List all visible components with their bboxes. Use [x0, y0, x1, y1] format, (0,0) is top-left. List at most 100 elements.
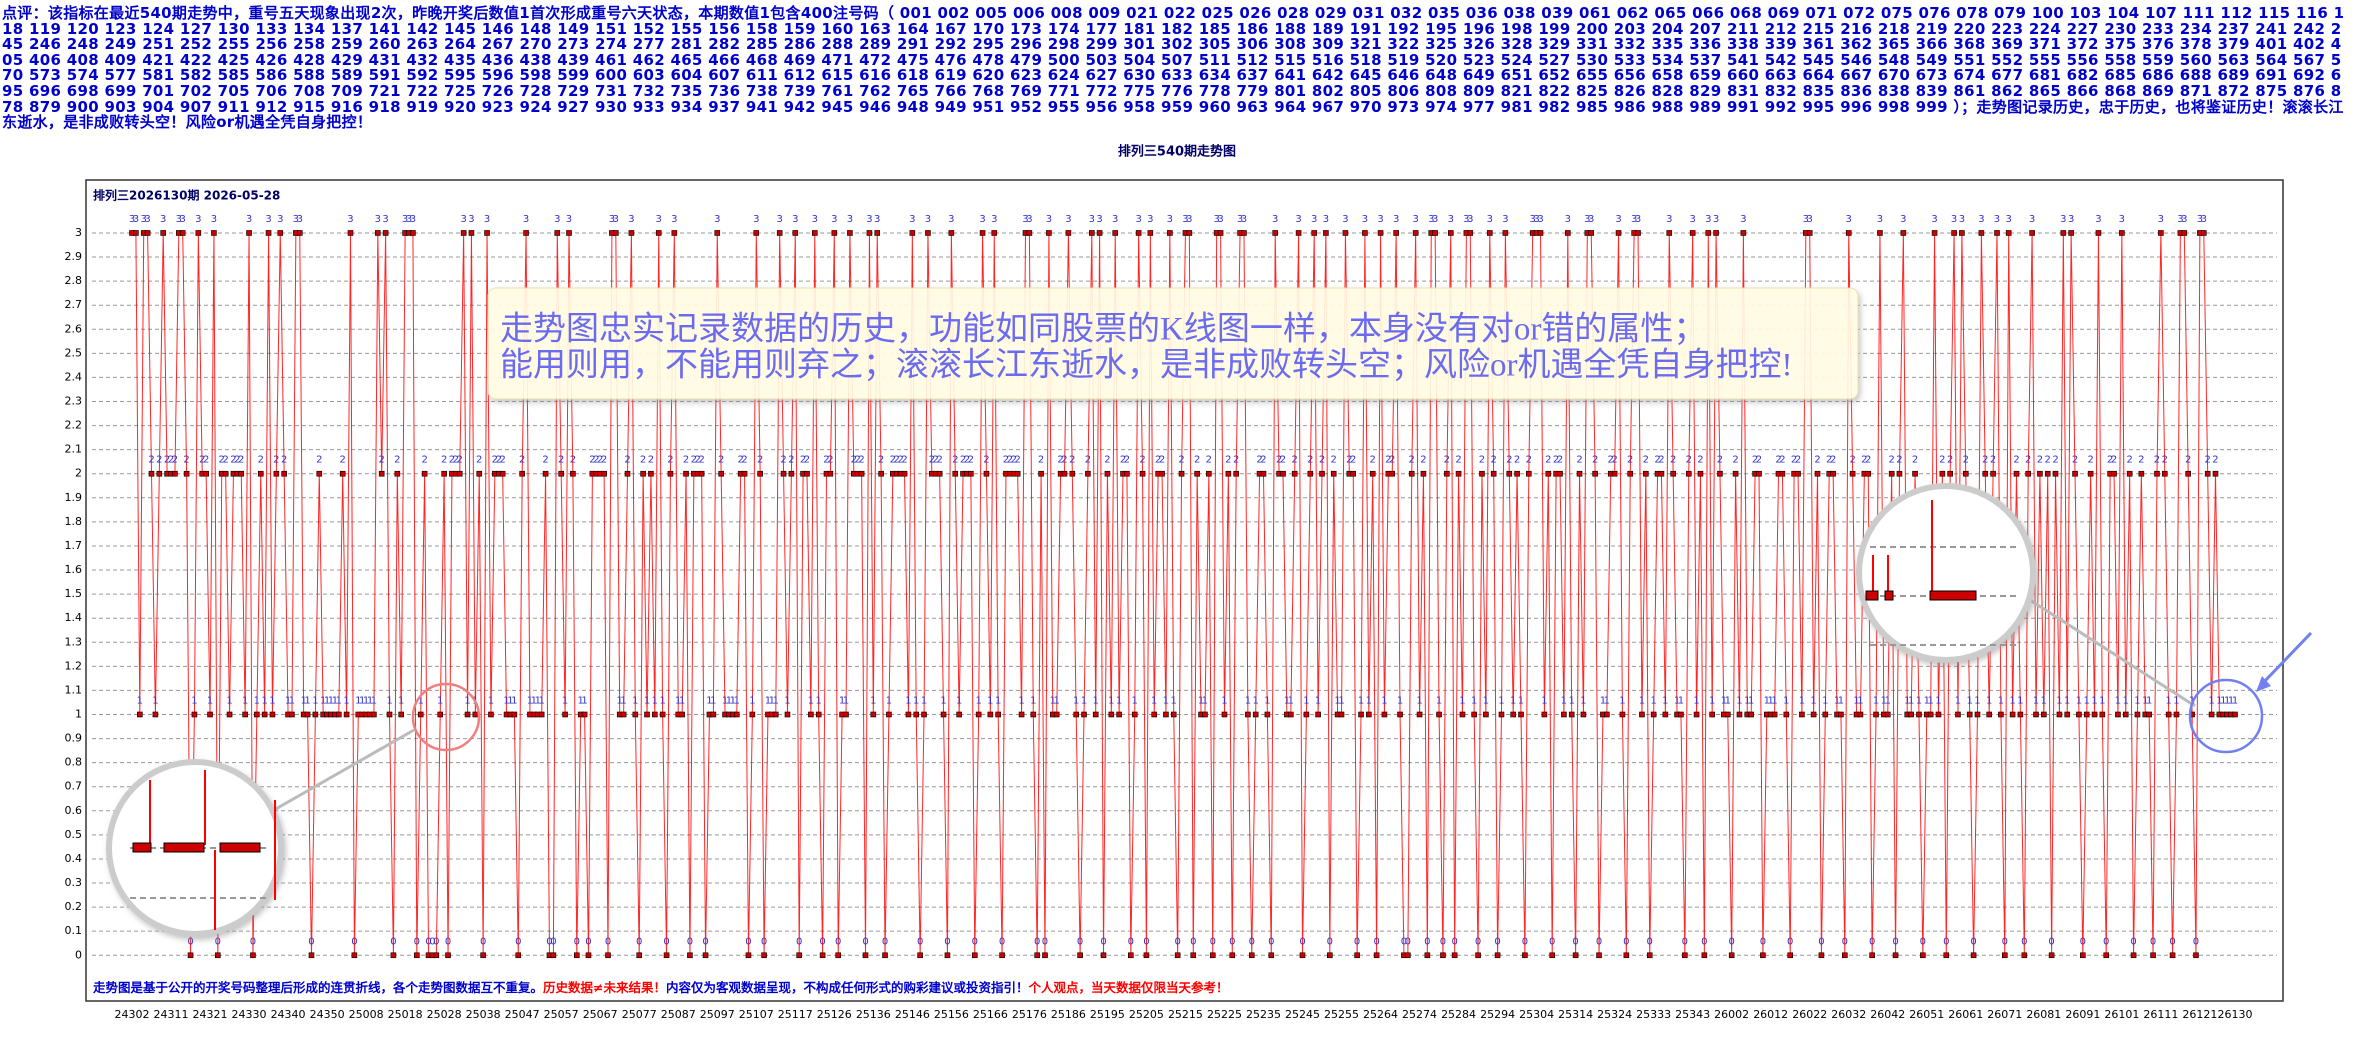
point-marker [187, 952, 194, 959]
data-label: 0 [819, 936, 825, 947]
point-marker [702, 952, 709, 959]
data-label: 1 [706, 695, 712, 706]
point-marker [254, 711, 260, 718]
data-label: 1 [269, 695, 275, 706]
footnote-part: 个人观点，当天数据仅限当天参考！ [1028, 980, 1229, 995]
point-marker [1143, 952, 1150, 959]
data-label: 1 [1288, 695, 1294, 706]
data-label: 1 [1471, 695, 1477, 706]
data-label: 1 [1810, 695, 1816, 706]
point-marker [624, 470, 631, 477]
data-label: 1 [1604, 695, 1610, 706]
point-marker [1561, 711, 1567, 718]
data-label: 1 [1908, 695, 1914, 706]
point-marker [1814, 470, 1821, 477]
point-marker [1483, 711, 1489, 718]
data-label: 0 [515, 936, 521, 947]
point-marker [1931, 230, 1938, 236]
data-label: 3 [1362, 214, 1368, 225]
point-marker [757, 470, 763, 477]
data-label: 1 [722, 695, 728, 706]
data-label: 2 [2111, 455, 2117, 466]
point-marker [1678, 711, 1684, 718]
x-tick-label: 25067 [583, 1008, 618, 1021]
point-marker [281, 470, 287, 477]
x-tick-label: 26091 [2065, 1008, 2100, 1021]
point-marker [1912, 470, 1918, 477]
data-label: 2 [1814, 455, 1820, 466]
point-marker [1795, 470, 1801, 477]
data-label: 0 [1424, 936, 1430, 947]
point-marker [1096, 230, 1103, 236]
point-marker [1178, 470, 1185, 477]
data-label: 2 [570, 455, 576, 466]
y-tick-label: 0.3 [65, 876, 83, 889]
point-marker [741, 470, 748, 477]
point-marker [1568, 711, 1575, 718]
point-marker [648, 470, 654, 477]
point-marker [870, 711, 877, 718]
data-label: 3 [1147, 214, 1153, 225]
data-label: 1 [285, 695, 291, 706]
data-label: 3 [1377, 214, 1383, 225]
point-marker [1498, 711, 1505, 718]
point-marker [269, 711, 276, 718]
x-tick-label: 25018 [388, 1008, 423, 1021]
data-label: 3 [1463, 214, 1469, 225]
data-label: 2 [1732, 455, 1738, 466]
data-label: 3 [1959, 214, 1965, 225]
point-marker [1771, 711, 1778, 718]
point-marker [753, 230, 760, 236]
data-label: 2 [1686, 455, 1692, 466]
point-marker [1147, 230, 1154, 236]
point-marker [1408, 470, 1415, 477]
data-label: 0 [1647, 936, 1653, 947]
point-marker [215, 952, 221, 959]
data-label: 2 [1752, 455, 1758, 466]
point-marker [2029, 230, 2035, 236]
data-label: 2 [273, 455, 279, 466]
data-label: 3 [1615, 214, 1621, 225]
data-label: 0 [250, 936, 256, 947]
data-label: 1 [1264, 695, 1270, 706]
point-marker [394, 470, 401, 477]
y-tick-label: 2.8 [65, 274, 83, 287]
data-label: 0 [1572, 936, 1578, 947]
point-marker [1643, 470, 1649, 477]
x-tick-label: 24340 [271, 1008, 306, 1021]
data-label: 0 [1494, 936, 1500, 947]
data-label: 3 [1689, 214, 1695, 225]
point-marker [277, 230, 284, 236]
data-label: 3 [2177, 214, 2183, 225]
point-marker [1131, 711, 1138, 718]
data-label: 2 [968, 455, 974, 466]
point-marker [1112, 230, 1119, 236]
data-label: 0 [550, 936, 556, 947]
y-tick-label: 1.2 [65, 659, 83, 672]
data-label: 2 [1775, 455, 1781, 466]
data-label: 3 [1565, 214, 1571, 225]
data-label: 1 [652, 695, 658, 706]
point-marker [1412, 230, 1419, 236]
point-marker [347, 230, 354, 236]
data-label: 3 [656, 214, 662, 225]
point-marker [1713, 230, 1719, 236]
lens [1856, 483, 2036, 663]
data-label: 3 [671, 214, 677, 225]
data-label: 3 [141, 214, 147, 225]
x-tick-label: 26042 [1870, 1008, 1905, 1021]
point-marker [226, 711, 233, 718]
point-marker [1069, 470, 1076, 477]
data-label: 0 [1920, 936, 1926, 947]
footnote-part: 历史数据≠未来结果！ [543, 980, 666, 995]
point-marker [620, 711, 627, 718]
point-marker [156, 470, 163, 477]
footnote-part: 内容仅为客观数据呈现，不构成任何形式的购彩建议或投资指引！ [666, 980, 1029, 995]
data-label: 2 [1479, 455, 1485, 466]
point-marker [1194, 470, 1200, 477]
point-marker [460, 230, 467, 236]
data-label: 1 [2146, 695, 2152, 706]
point-marker [925, 230, 931, 236]
data-label: 2 [878, 455, 884, 466]
data-label: 1 [1018, 695, 1024, 706]
